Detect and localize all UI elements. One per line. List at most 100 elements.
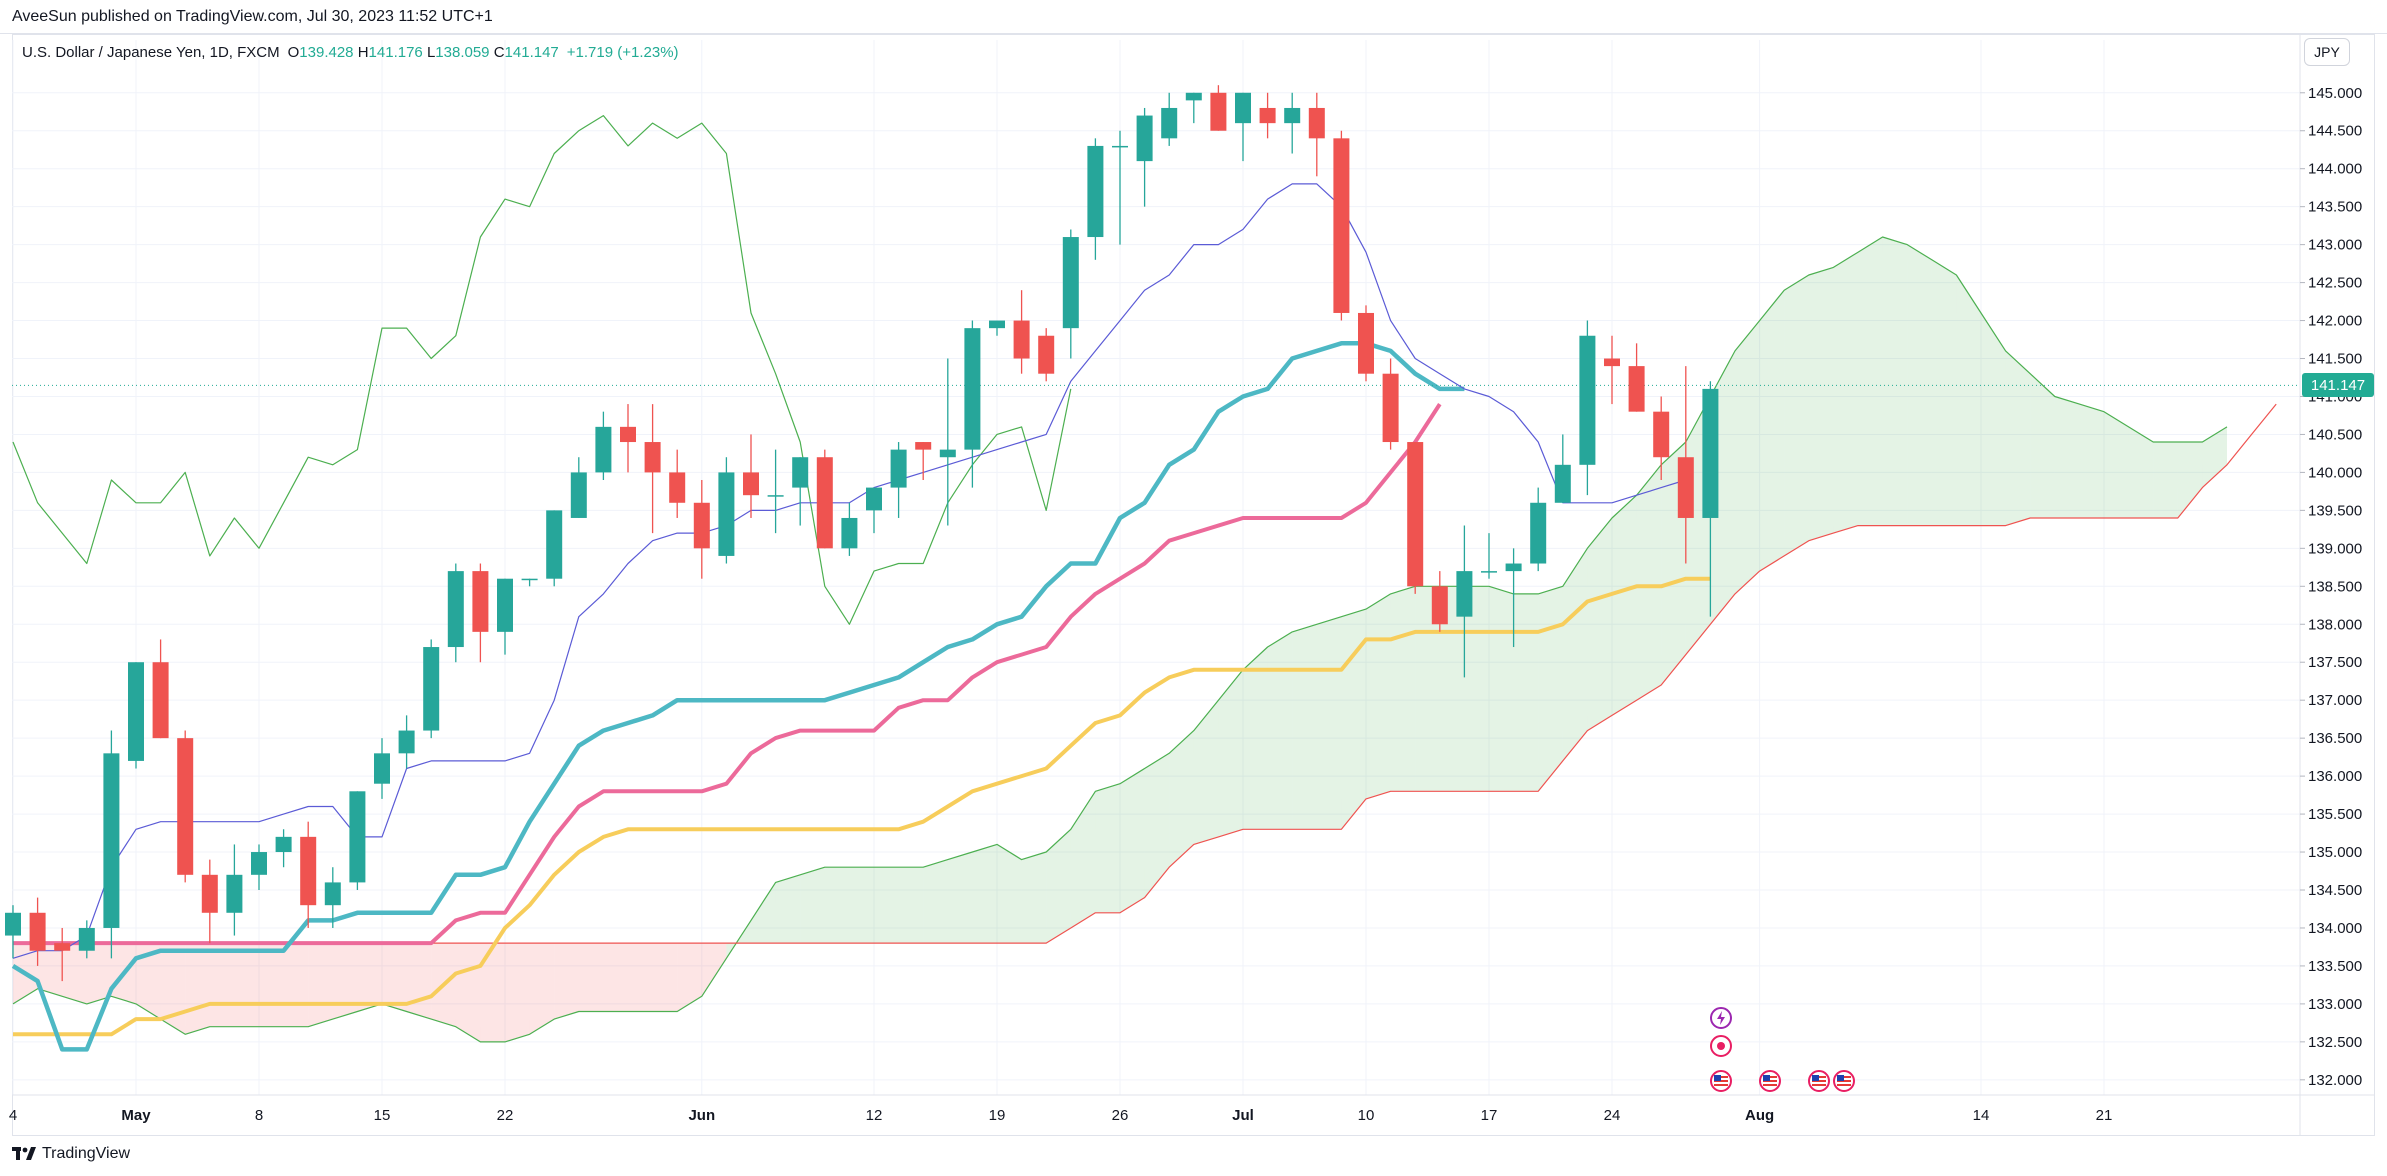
candle (1161, 92, 1178, 146)
candle (1530, 487, 1547, 572)
candle (546, 510, 563, 587)
candle (620, 404, 636, 473)
tradingview-brand: TradingView (42, 1145, 131, 1162)
low-label: L (426, 44, 436, 61)
cloud-segment (2005, 350, 2031, 526)
price-tick-label: 144.500 (2308, 123, 2362, 140)
candle (1677, 366, 1694, 564)
candle (570, 457, 587, 518)
time-tick-label: 21 (2096, 1107, 2113, 1124)
price-tick-label: 134.000 (2308, 920, 2362, 937)
us-flag-event-icon[interactable] (1833, 1070, 1855, 1092)
cloud-segment (775, 874, 801, 944)
candle-body (1358, 312, 1374, 374)
cloud-segment (677, 943, 702, 1012)
candle (939, 358, 956, 526)
cloud-segment (603, 943, 628, 1012)
candle (5, 905, 21, 959)
candle-body (1530, 502, 1547, 564)
time-tick-label: Aug (1745, 1107, 1774, 1124)
candle (1087, 138, 1104, 260)
price-tick-label: 133.500 (2308, 958, 2362, 975)
candle (964, 320, 981, 488)
symbol-label: U.S. Dollar / Japanese Yen, 1D, FXCM (22, 44, 280, 61)
cloud-segment (1538, 586, 1563, 792)
candle (177, 730, 194, 883)
time-tick-label: 4 (9, 1107, 17, 1124)
cloud-segment (1267, 631, 1293, 830)
candle-body (1062, 237, 1079, 329)
candle-body (1259, 107, 1276, 124)
candle-body (349, 791, 366, 883)
price-tick-label: 134.500 (2308, 882, 2362, 899)
tradingview-logo[interactable]: TradingView (12, 1145, 130, 1163)
currency-button[interactable]: JPY (2304, 38, 2350, 66)
candle-body (546, 510, 563, 579)
cloud-segment (1316, 616, 1342, 830)
candle-body (1431, 586, 1448, 625)
cloud-segment (2202, 426, 2227, 488)
candle (915, 442, 932, 480)
lightning-event-icon[interactable] (1710, 1007, 1732, 1029)
candle-body (644, 442, 661, 473)
symbol-legend: U.S. Dollar / Japanese Yen, 1D, FXCM O13… (22, 44, 679, 61)
cloud-segment (800, 867, 825, 944)
cloud-segment (259, 943, 284, 1027)
cloud-segment (1193, 700, 1219, 845)
candle-body (1653, 411, 1670, 458)
candle-body (300, 836, 317, 906)
cloud-segment (308, 943, 333, 1027)
cloud-segment (332, 943, 358, 1020)
candle (792, 457, 809, 526)
candle (1382, 358, 1399, 450)
cloud-segment (62, 943, 87, 1004)
candle-body (1702, 388, 1719, 518)
cloud-segment (751, 882, 776, 944)
candle (1308, 92, 1325, 177)
candle (1235, 92, 1251, 162)
candle-body (1628, 366, 1645, 412)
candle-body (1038, 335, 1055, 374)
grid (12, 40, 2300, 1095)
us-flag-event-icon[interactable] (1808, 1070, 1830, 1092)
time-tick-label: 14 (1973, 1107, 1990, 1124)
us-flag-event-icon[interactable] (1710, 1070, 1732, 1092)
candle (1259, 92, 1276, 139)
cloud-segment (86, 943, 112, 1004)
cloud-segment (997, 844, 1022, 944)
candle-body (669, 472, 686, 503)
candle (226, 844, 243, 936)
time-tick-label: 8 (255, 1107, 263, 1124)
price-tick-label: 135.500 (2308, 806, 2362, 823)
cloud-segment (701, 943, 727, 997)
cloud-segment (1784, 275, 1809, 556)
ohlc-values: O139.428 H141.176 L138.059 C141.147 (288, 44, 559, 61)
candle-body (1382, 373, 1399, 443)
us-flag-event-icon[interactable] (1759, 1070, 1781, 1092)
tradingview-icon (12, 1147, 36, 1160)
candle-body (1284, 107, 1301, 124)
cloud-segment (1562, 548, 1588, 761)
candle (1554, 434, 1571, 503)
last-price-tag: 141.147 (2302, 373, 2374, 397)
candle (1505, 548, 1522, 648)
price-tick-label: 132.500 (2308, 1034, 2362, 1051)
cloud-segment (1759, 290, 1785, 572)
candle (1481, 533, 1497, 579)
price-tick-label: 133.000 (2308, 996, 2362, 1013)
cloud-segment (2177, 442, 2203, 518)
time-tick-label: 10 (1358, 1107, 1375, 1124)
candle (103, 730, 120, 959)
candle (29, 897, 46, 966)
record-event-icon[interactable] (1710, 1035, 1732, 1057)
close-label: C (493, 44, 505, 61)
cloud-segment (1735, 320, 1760, 594)
price-tick-label: 138.500 (2308, 578, 2362, 595)
candle-body (103, 753, 120, 928)
candle-body (570, 472, 587, 518)
candle (78, 920, 95, 959)
candle (1062, 229, 1079, 359)
cloud-segment (1095, 783, 1120, 913)
time-tick-label: 17 (1481, 1107, 1498, 1124)
